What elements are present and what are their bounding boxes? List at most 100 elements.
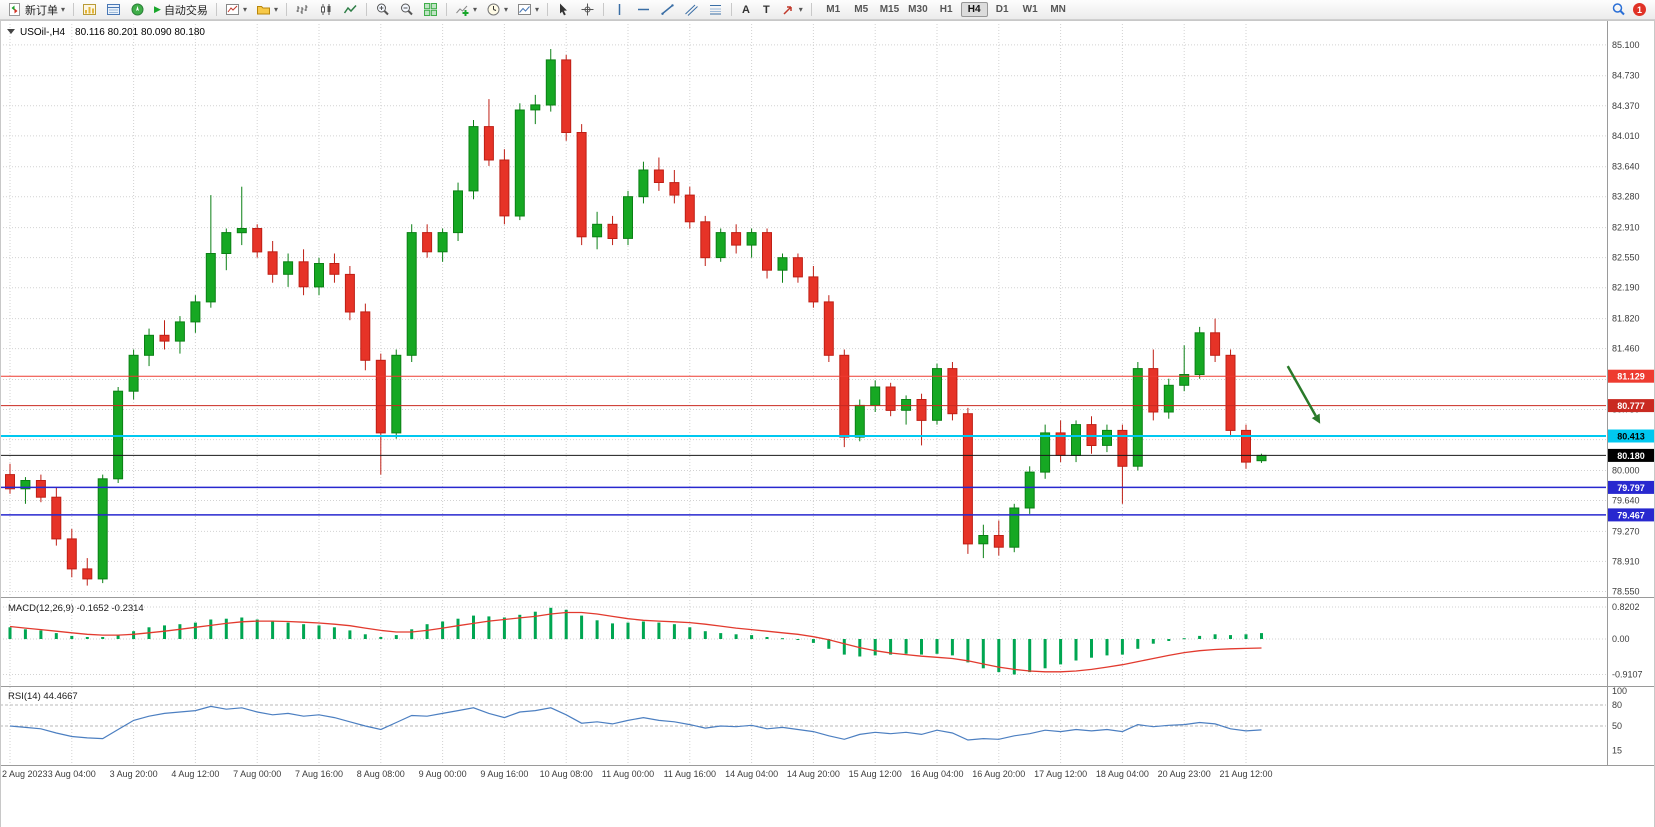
rsi-label: RSI(14) 44.4667 xyxy=(8,691,78,702)
new-order-label: 新订单 xyxy=(25,4,58,17)
market-watch-icon xyxy=(83,4,97,15)
rsi-axis-label: 100 xyxy=(1612,686,1627,696)
time-axis-label: 11 Aug 16:00 xyxy=(664,769,716,779)
price-badge: 79.797 xyxy=(1608,480,1654,494)
line-chart-mode-button[interactable] xyxy=(339,1,362,18)
zoom-out-button[interactable] xyxy=(395,1,418,18)
macd-axis-label: 0.8202 xyxy=(1612,602,1640,612)
profiles-folder-icon xyxy=(256,6,270,15)
price-scale[interactable]: 85.100 84.730 84.370 84.010 83.640 83.280 82.9… xyxy=(1612,40,1643,756)
vertical-line-tool-button[interactable] xyxy=(608,1,631,18)
arrow-annotation-head xyxy=(1311,413,1321,424)
arrows-tool-button[interactable] xyxy=(777,1,807,18)
price-axis-label: 82.550 xyxy=(1612,253,1640,263)
label-tool-button[interactable]: T xyxy=(757,1,776,18)
ohlc-values: 80.116 80.201 80.090 80.180 xyxy=(75,27,205,38)
notification-badge[interactable]: 1 xyxy=(1633,3,1646,16)
new-chart-button[interactable] xyxy=(221,1,251,18)
trendline-tool-button[interactable] xyxy=(656,1,679,18)
navigator-button[interactable] xyxy=(126,1,149,18)
chart-title: USOil-,H4 80.116 80.201 80.090 80.180 xyxy=(20,27,205,38)
time-axis-label: 10 Aug 08:00 xyxy=(540,769,593,779)
timeframe-M5[interactable]: M5 xyxy=(854,4,869,15)
autotrading-label: 自动交易 xyxy=(163,4,208,17)
arrow-tool-icon xyxy=(783,6,792,15)
periods-button[interactable] xyxy=(482,1,512,18)
candlestick-mode-button[interactable] xyxy=(315,1,338,18)
price-badge: 80.180 xyxy=(1608,448,1654,462)
rsi-pane xyxy=(9,705,1262,741)
price-axis-label: 78.550 xyxy=(1612,587,1640,597)
indicators-button[interactable] xyxy=(451,1,481,18)
fibonacci-tool-button[interactable] xyxy=(704,1,727,18)
time-axis-label: 16 Aug 20:00 xyxy=(972,769,1025,779)
chart-expand-icon[interactable] xyxy=(7,29,15,34)
price-axis-label: 82.910 xyxy=(1612,223,1640,233)
candles xyxy=(5,49,1267,586)
bar-chart-mode-button[interactable] xyxy=(291,1,314,18)
new-order-button[interactable]: 新订单 xyxy=(3,1,69,18)
line-chart-icon xyxy=(343,4,357,14)
timeframe-H4[interactable]: H4 xyxy=(960,2,988,17)
time-axis-label: 15 Aug 12:00 xyxy=(849,769,902,779)
rsi-axis-label: 50 xyxy=(1612,721,1622,731)
macd-pane xyxy=(8,607,1263,675)
time-scale[interactable]: 2 Aug 2023 3 Aug 04:00 3 Aug 20:00 4 Aug 12… xyxy=(2,769,1273,779)
price-axis-label: 81.820 xyxy=(1612,314,1640,324)
search-button[interactable] xyxy=(1607,1,1630,18)
time-axis-label: 7 Aug 16:00 xyxy=(295,769,343,779)
price-badge: 79.467 xyxy=(1608,508,1654,522)
rsi-axis-label: 80 xyxy=(1612,700,1622,710)
macd-axis-label: 0.00 xyxy=(1612,634,1630,644)
profiles-button[interactable] xyxy=(252,1,282,18)
zoom-in-button[interactable] xyxy=(371,1,394,18)
timeframe-M15[interactable]: M15 xyxy=(879,4,900,15)
zoom-in-icon xyxy=(376,3,389,16)
search-icon xyxy=(1612,3,1625,16)
toolbar-separator xyxy=(285,3,287,16)
arrow-annotation[interactable] xyxy=(1286,365,1317,417)
timeframe-MN[interactable]: MN xyxy=(1050,4,1066,15)
svg-text:79.467: 79.467 xyxy=(1617,510,1645,520)
timeframe-H1[interactable]: H1 xyxy=(939,4,953,15)
channel-tool-button[interactable] xyxy=(680,1,703,18)
toolbar-separator xyxy=(603,3,605,16)
price-badge: 80.413 xyxy=(1608,429,1654,443)
svg-text:80.180: 80.180 xyxy=(1617,451,1645,461)
price-badge: 81.129 xyxy=(1608,369,1654,383)
clock-icon xyxy=(487,3,500,16)
autotrading-button[interactable]: 自动交易 xyxy=(150,1,212,18)
cursor-tool-button[interactable] xyxy=(552,1,575,18)
data-window-button[interactable] xyxy=(102,1,125,18)
time-axis-label: 3 Aug 20:00 xyxy=(110,769,158,779)
caret-down-icon xyxy=(799,2,803,17)
toolbar-separator xyxy=(731,3,733,16)
crosshair-tool-button[interactable] xyxy=(576,1,599,18)
templates-button[interactable] xyxy=(513,1,543,18)
time-axis-label: 9 Aug 00:00 xyxy=(419,769,467,779)
zoom-out-icon xyxy=(400,3,413,16)
timeframe-M1[interactable]: M1 xyxy=(826,4,841,15)
chart-window-border xyxy=(0,20,1655,827)
toolbar-separator xyxy=(365,3,367,16)
tile-windows-button[interactable] xyxy=(419,1,442,18)
text-tool-button[interactable]: A xyxy=(736,1,756,18)
price-axis-label: 84.730 xyxy=(1612,71,1640,81)
data-window-icon xyxy=(107,4,121,15)
timeframe-W1[interactable]: W1 xyxy=(1022,4,1038,15)
notification-count: 1 xyxy=(1636,4,1642,15)
caret-down-icon xyxy=(243,2,247,17)
vertical-line-icon xyxy=(618,4,621,15)
price-axis-label: 81.460 xyxy=(1612,344,1640,354)
timeframe-D1[interactable]: D1 xyxy=(995,4,1009,15)
timeframe-M30[interactable]: M30 xyxy=(908,4,928,15)
chart-area[interactable]: 85.100 84.730 84.370 84.010 83.640 83.280 82.9… xyxy=(0,20,1655,827)
time-axis-label: 17 Aug 12:00 xyxy=(1034,769,1087,779)
toolbar-separator xyxy=(547,3,549,16)
fibonacci-icon xyxy=(710,5,722,15)
time-axis-label: 16 Aug 04:00 xyxy=(910,769,963,779)
market-watch-button[interactable] xyxy=(78,1,101,18)
toolbar-separator xyxy=(215,3,217,16)
horizontal-line-tool-button[interactable] xyxy=(632,1,655,18)
